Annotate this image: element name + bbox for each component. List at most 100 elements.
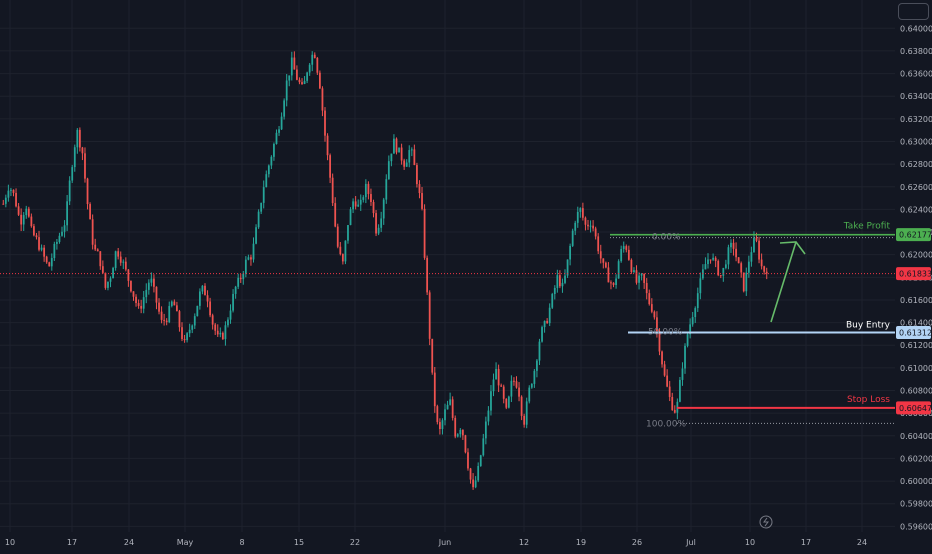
- candle-body: [724, 264, 727, 268]
- candle-body: [464, 435, 467, 453]
- candle-body: [587, 224, 589, 227]
- candle-body: [321, 88, 324, 111]
- candle-body: [25, 208, 28, 216]
- buy-entry-price-badge: 0.61312: [896, 326, 932, 340]
- candle-body: [221, 332, 224, 340]
- candle-body: [689, 324, 692, 335]
- candle-body: [250, 257, 252, 260]
- candle-body: [515, 381, 518, 388]
- price-tick-label: 0.59600: [900, 522, 932, 531]
- candle-body: [336, 226, 339, 247]
- candle-body: [196, 305, 199, 317]
- candle-body: [109, 278, 112, 282]
- candle-body: [201, 285, 204, 292]
- candle-body: [278, 129, 280, 133]
- time-axis-canvas[interactable]: 10 17 24 May 8 15 22 Jun 12 19 26 Jul 10 17 24: [0, 532, 895, 550]
- candle-body: [650, 304, 653, 312]
- time-tick-label: Jul: [685, 538, 696, 547]
- price-tick-label: 0.60400: [900, 432, 932, 441]
- candle-body: [2, 203, 5, 205]
- candle-body: [717, 260, 720, 276]
- candle-body: [10, 189, 12, 191]
- candle-body: [561, 282, 564, 287]
- lightning-icon[interactable]: [759, 515, 773, 529]
- price-tick-label: 0.63600: [900, 70, 932, 79]
- price-tick-label: 0.63800: [900, 47, 932, 56]
- price-tick-label: 0.63200: [900, 115, 932, 124]
- candle-body: [78, 129, 81, 148]
- candle-body: [288, 75, 291, 81]
- candle-body: [68, 180, 71, 202]
- chart-canvas[interactable]: Take Profit Buy Entry Stop Loss 0.00% 50…: [0, 0, 895, 532]
- candle-body: [735, 248, 737, 258]
- price-axis-canvas[interactable]: 0.64000 0.63800 0.63600 0.63400 0.63200 0.630…: [895, 0, 932, 532]
- candle-body: [627, 249, 630, 260]
- candle-body: [191, 325, 194, 330]
- candle-body: [142, 297, 145, 309]
- candle-body: [76, 129, 79, 148]
- candle-body: [541, 327, 543, 342]
- candle-body: [163, 319, 166, 321]
- candle-body: [84, 153, 86, 179]
- candle-body: [405, 162, 408, 167]
- candle-body: [352, 201, 354, 210]
- candle-body: [385, 179, 388, 200]
- candle-body: [124, 261, 127, 270]
- candles-group: [2, 51, 768, 490]
- candle-body: [467, 452, 469, 469]
- candle-body: [709, 259, 712, 261]
- candle-body: [393, 138, 395, 154]
- candle-body: [311, 54, 314, 65]
- projection-arrow[interactable]: [770, 241, 797, 323]
- candle-body: [673, 409, 676, 413]
- fib-0-label: 0.00%: [652, 233, 681, 243]
- candle-body: [33, 226, 35, 236]
- candle-body: [581, 208, 584, 218]
- candle-body: [344, 240, 347, 262]
- candle-body: [290, 57, 293, 76]
- candle-body: [525, 401, 528, 425]
- candle-body: [15, 192, 17, 207]
- candle-body: [523, 415, 526, 425]
- candle-body: [477, 466, 480, 481]
- candle-body: [160, 311, 163, 320]
- candle-body: [663, 364, 666, 376]
- candle-body: [615, 278, 617, 286]
- candle-body: [753, 237, 755, 253]
- price-tick-label: 0.62400: [900, 205, 932, 214]
- settings-corner-button[interactable]: [898, 3, 929, 20]
- candle-body: [112, 267, 114, 279]
- candle-body: [461, 429, 464, 436]
- price-chart[interactable]: Take Profit Buy Entry Stop Loss 0.00% 50…: [0, 0, 895, 532]
- candle-body: [255, 227, 257, 244]
- fib-100-label: 100.00%: [646, 419, 686, 429]
- candle-body: [589, 225, 592, 227]
- candle-body: [722, 267, 725, 276]
- price-axis[interactable]: 0.64000 0.63800 0.63600 0.63400 0.63200 0.630…: [895, 0, 932, 532]
- time-tick-label: 12: [519, 538, 529, 547]
- candle-body: [556, 275, 559, 288]
- candle-body: [574, 222, 577, 231]
- candle-body: [661, 351, 663, 365]
- candle-body: [99, 251, 102, 267]
- candle-body: [410, 149, 413, 151]
- stop-loss-price-badge: 0.60647: [896, 401, 932, 415]
- candle-body: [699, 278, 702, 294]
- candle-body: [656, 317, 658, 332]
- candle-body: [610, 282, 612, 284]
- candle-body: [704, 264, 707, 270]
- candle-body: [446, 404, 449, 410]
- candle-body: [326, 135, 329, 156]
- levels-group: Take Profit Buy Entry Stop Loss 0.00% 50…: [0, 222, 895, 429]
- candle-body: [548, 307, 551, 324]
- candle-body: [35, 235, 38, 238]
- candle-body: [658, 331, 661, 352]
- candle-body: [479, 455, 482, 467]
- candle-body: [758, 240, 760, 260]
- candle-body: [653, 311, 656, 318]
- time-axis[interactable]: 10 17 24 May 8 15 22 Jun 12 19 26 Jul 10 17 24: [0, 532, 895, 550]
- candle-body: [158, 302, 160, 312]
- candle-body: [204, 285, 206, 296]
- candle-body: [17, 206, 20, 215]
- stop-loss-label: Stop Loss: [847, 395, 890, 405]
